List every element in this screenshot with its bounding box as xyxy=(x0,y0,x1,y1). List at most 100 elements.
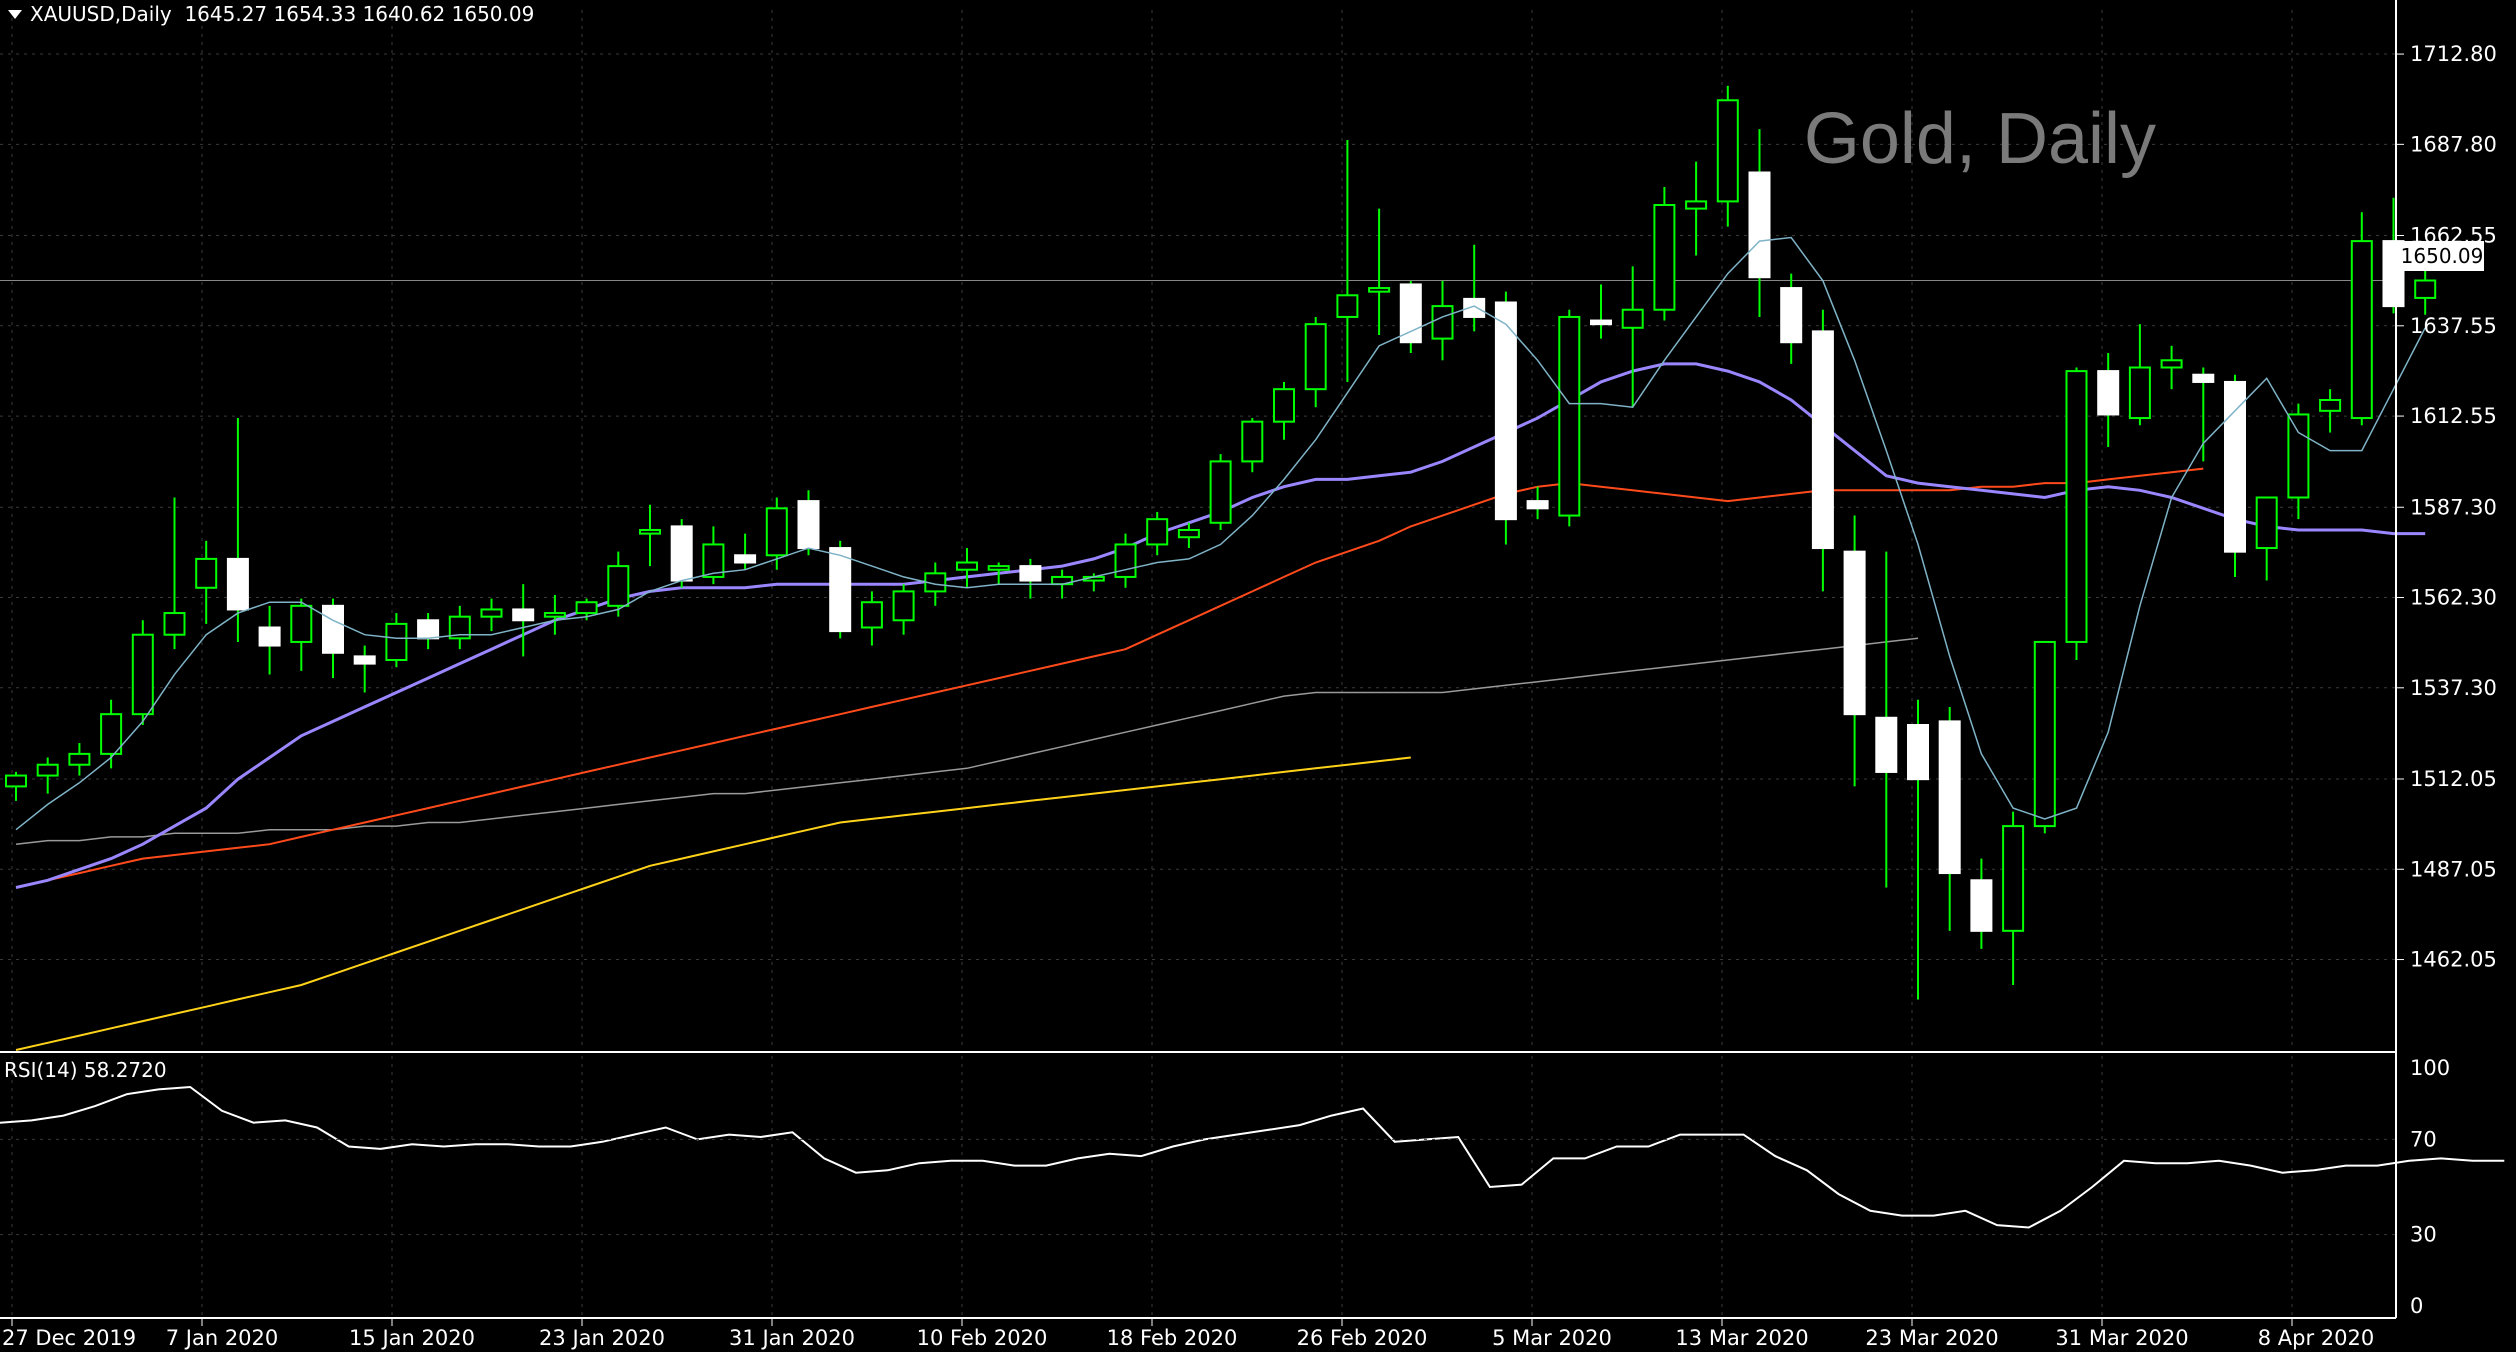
candle-body xyxy=(1748,171,1771,279)
candle-body xyxy=(1336,294,1359,318)
candle-body xyxy=(2128,366,2151,420)
price-tick-label: 1587.30 xyxy=(2410,495,2497,519)
candle-body xyxy=(2192,373,2215,383)
time-tick-label: 23 Mar 2020 xyxy=(1865,1326,1998,1350)
candle-body xyxy=(1146,518,1169,546)
symbol-name: XAUUSD,Daily xyxy=(30,2,172,26)
candle-body xyxy=(670,525,693,582)
candles xyxy=(5,85,2437,1000)
candle-body xyxy=(639,529,661,535)
candle-body xyxy=(258,626,281,647)
candle-body xyxy=(2033,640,2056,828)
candle-body xyxy=(1653,204,1676,311)
rsi-tick-label: 0 xyxy=(2410,1294,2423,1318)
candle-body xyxy=(956,561,978,571)
candle-body xyxy=(1463,297,1486,318)
candle-body xyxy=(892,590,915,622)
chart-watermark: Gold, Daily xyxy=(1803,99,2156,179)
candle-body xyxy=(36,763,59,777)
price-tick-label: 1712.80 xyxy=(2410,42,2497,66)
candle-body xyxy=(195,557,218,589)
candle-body xyxy=(607,565,630,607)
candle-body xyxy=(1241,420,1264,463)
candle-body xyxy=(1590,319,1612,326)
candle-body xyxy=(1558,315,1581,517)
ma-200-line xyxy=(15,756,1411,1051)
candle-body xyxy=(512,608,535,622)
rsi-tick-label: 30 xyxy=(2410,1223,2437,1247)
candle-body xyxy=(2287,413,2310,499)
time-tick-label: 13 Mar 2020 xyxy=(1675,1326,1808,1350)
candle-body xyxy=(100,713,123,755)
candle-body xyxy=(575,601,598,615)
time-tick-label: 7 Jan 2020 xyxy=(166,1326,279,1350)
ma-200-line xyxy=(15,756,1411,1051)
rsi-line xyxy=(0,1085,2505,1236)
time-tick-label: 23 Jan 2020 xyxy=(539,1326,665,1350)
price-tick-label: 1687.80 xyxy=(2410,132,2497,156)
time-tick-label: 26 Feb 2020 xyxy=(1297,1326,1428,1350)
candle-body xyxy=(1938,720,1961,875)
ma-fast-line xyxy=(15,236,2426,831)
candle-body xyxy=(1114,543,1137,578)
price-tick-label: 1562.30 xyxy=(2410,586,2497,610)
candle-body xyxy=(860,601,883,629)
candle-body xyxy=(2319,399,2342,412)
candle-body xyxy=(2414,279,2437,299)
candle-body xyxy=(1970,879,1993,932)
rsi-line xyxy=(0,1085,2505,1229)
ma-fast-line xyxy=(15,236,2426,831)
ohlc-values: 1645.27 1654.33 1640.62 1650.09 xyxy=(184,2,535,26)
candle-body xyxy=(1621,308,1644,329)
candle-body xyxy=(1431,305,1454,340)
candle-body xyxy=(353,655,376,665)
candle-body xyxy=(448,615,471,640)
candle-body xyxy=(2097,370,2120,416)
last-price-label: 1650.09 xyxy=(2400,241,2484,271)
dropdown-triangle-icon[interactable] xyxy=(8,10,22,19)
candle-body xyxy=(5,774,27,788)
price-tick-label: 1512.05 xyxy=(2410,767,2497,791)
candle-body xyxy=(131,633,154,716)
candle-body xyxy=(1177,529,1200,539)
symbol-header[interactable]: XAUUSD,Daily 1645.27 1654.33 1640.62 165… xyxy=(4,2,534,26)
candle-body xyxy=(68,752,91,766)
candle-body xyxy=(2160,359,2183,369)
candle-body xyxy=(385,622,408,662)
time-tick-label: 8 Apr 2020 xyxy=(2258,1326,2374,1350)
candle-body xyxy=(1368,287,1391,293)
candle-body xyxy=(2002,825,2025,932)
candle-body xyxy=(829,547,852,633)
candle-body xyxy=(1273,388,1295,423)
candle-body xyxy=(765,507,788,557)
time-tick-label: 31 Mar 2020 xyxy=(2055,1326,2188,1350)
candle-body xyxy=(2255,496,2278,550)
candle-body xyxy=(1907,724,1929,781)
price-tick-label: 1637.55 xyxy=(2410,314,2497,338)
price-tick-label: 1612.55 xyxy=(2410,404,2497,428)
ma-mid-line xyxy=(15,362,2426,889)
candle-body xyxy=(163,612,186,636)
candle-body xyxy=(322,604,344,654)
candle-body xyxy=(1304,323,1327,391)
candle-body xyxy=(543,612,566,618)
rsi-label: RSI(14) 58.2720 xyxy=(4,1058,167,1082)
ma-slow-line xyxy=(15,467,2204,889)
price-tick-label: 1462.05 xyxy=(2410,948,2497,972)
rsi-tick-label: 100 xyxy=(2410,1056,2450,1080)
candle-body xyxy=(1685,200,1708,210)
time-tick-label: 27 Dec 2019 xyxy=(2,1326,136,1350)
time-tick-label: 31 Jan 2020 xyxy=(729,1326,855,1350)
candle-body xyxy=(417,619,440,640)
time-tick-label: 10 Feb 2020 xyxy=(917,1326,1048,1350)
candle-body xyxy=(226,557,249,611)
candle-body xyxy=(2224,380,2246,553)
candle-body xyxy=(1780,287,1803,344)
candle-body xyxy=(480,608,503,618)
candle-body xyxy=(2065,370,2088,643)
candle-body xyxy=(702,543,725,578)
candle-body xyxy=(1019,565,1042,582)
candle-body xyxy=(1843,550,1866,716)
candle-body xyxy=(2382,240,2405,308)
